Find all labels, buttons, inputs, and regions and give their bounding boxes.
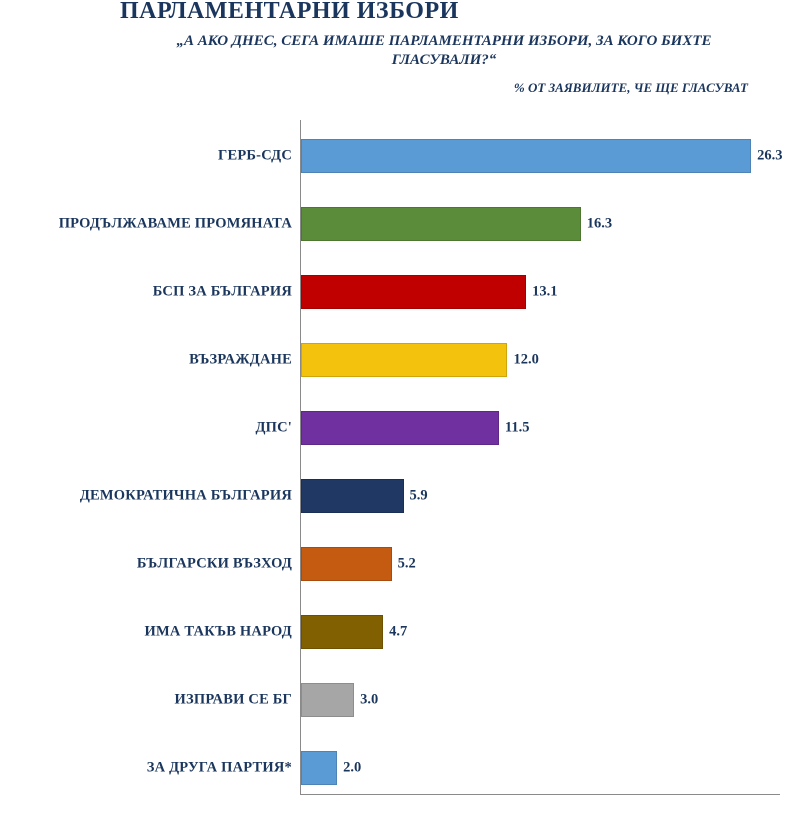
bar xyxy=(301,207,581,241)
value-label: 4.7 xyxy=(389,624,407,641)
chart-row: ИЗПРАВИ СЕ БГ 3.0 xyxy=(0,684,808,716)
bar xyxy=(301,683,354,717)
chart-note: % ОТ ЗАЯВИЛИТЕ, ЧЕ ЩЕ ГЛАСУВАТ xyxy=(120,80,748,96)
category-label: БЪЛГАРСКИ ВЪЗХОД xyxy=(137,556,292,573)
value-label: 2.0 xyxy=(343,760,361,777)
category-label: ГЕРБ-СДС xyxy=(218,148,292,165)
bar xyxy=(301,615,383,649)
value-label: 16.3 xyxy=(587,216,612,233)
category-label: ЗА ДРУГА ПАРТИЯ* xyxy=(147,760,292,777)
subtitle-line-2: ГЛАСУВАЛИ?“ xyxy=(392,52,497,68)
value-label: 26.3 xyxy=(757,148,782,165)
category-label: ПРОДЪЛЖАВАМЕ ПРОМЯНАТА xyxy=(59,216,292,233)
bar xyxy=(301,479,404,513)
chart-row: ДЕМОКРАТИЧНА БЪЛГАРИЯ 5.9 xyxy=(0,480,808,512)
chart-row: ИМА ТАКЪВ НАРОД 4.7 xyxy=(0,616,808,648)
bar-chart: ГЕРБ-СДС 26.3 ПРОДЪЛЖАВАМЕ ПРОМЯНАТА 16.3 БС… xyxy=(0,120,808,824)
bar xyxy=(301,547,392,581)
category-label: ИЗПРАВИ СЕ БГ xyxy=(175,692,292,709)
chart-row: ГЕРБ-СДС 26.3 xyxy=(0,140,808,172)
chart-row: ЗА ДРУГА ПАРТИЯ* 2.0 xyxy=(0,752,808,784)
value-label: 5.9 xyxy=(410,488,428,505)
chart-row: ВЪЗРАЖДАНЕ 12.0 xyxy=(0,344,808,376)
value-label: 13.1 xyxy=(532,284,557,301)
x-axis xyxy=(300,794,780,795)
category-label: БСП ЗА БЪЛГАРИЯ xyxy=(153,284,292,301)
category-label: ДЕМОКРАТИЧНА БЪЛГАРИЯ xyxy=(80,488,292,505)
chart-row: ПРОДЪЛЖАВАМЕ ПРОМЯНАТА 16.3 xyxy=(0,208,808,240)
subtitle-line-1: „А АКО ДНЕС, СЕГА ИМАШЕ ПАРЛАМЕНТАРНИ ИЗ… xyxy=(176,33,711,49)
bar xyxy=(301,751,337,785)
bar xyxy=(301,275,526,309)
category-label: ИМА ТАКЪВ НАРОД xyxy=(145,624,292,641)
chart-subtitle: „А АКО ДНЕС, СЕГА ИМАШЕ ПАРЛАМЕНТАРНИ ИЗ… xyxy=(120,32,768,70)
chart-row: ДПС' 11.5 xyxy=(0,412,808,444)
value-label: 11.5 xyxy=(505,420,530,437)
bar xyxy=(301,411,499,445)
page-title: ПАРЛАМЕНТАРНИ ИЗБОРИ xyxy=(120,0,459,25)
value-label: 12.0 xyxy=(513,352,538,369)
category-label: ВЪЗРАЖДАНЕ xyxy=(189,352,292,369)
bar xyxy=(301,343,507,377)
category-label: ДПС' xyxy=(255,420,292,437)
value-label: 3.0 xyxy=(360,692,378,709)
chart-row: БЪЛГАРСКИ ВЪЗХОД 5.2 xyxy=(0,548,808,580)
value-label: 5.2 xyxy=(398,556,416,573)
chart-row: БСП ЗА БЪЛГАРИЯ 13.1 xyxy=(0,276,808,308)
page: ПАРЛАМЕНТАРНИ ИЗБОРИ „А АКО ДНЕС, СЕГА И… xyxy=(0,0,808,834)
bar xyxy=(301,139,751,173)
